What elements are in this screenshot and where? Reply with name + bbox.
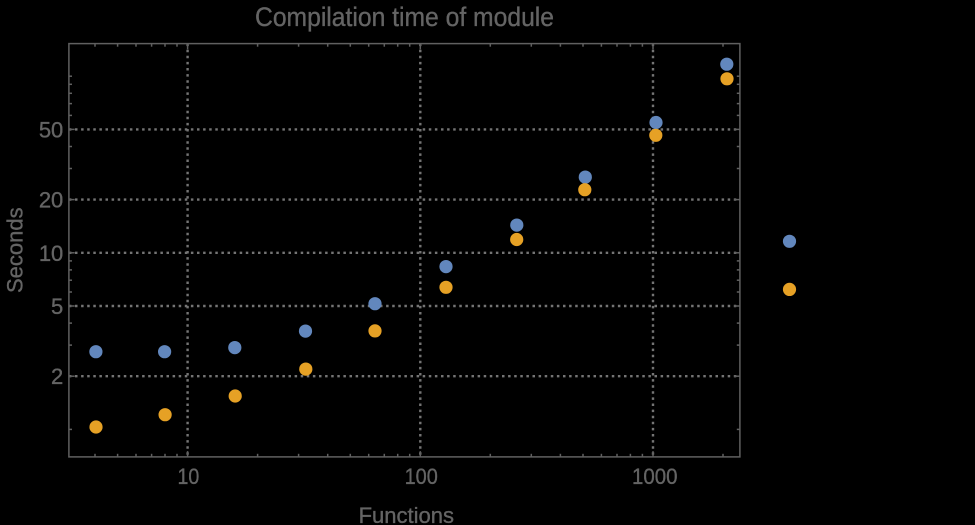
svg-text:2: 2	[51, 364, 63, 389]
svg-text:50: 50	[39, 117, 63, 142]
svg-text:10: 10	[178, 464, 200, 489]
svg-text:1000: 1000	[632, 464, 678, 489]
svg-text:5: 5	[51, 294, 63, 319]
svg-text:100: 100	[405, 464, 438, 489]
svg-text:Compilation time of module: Compilation time of module	[255, 2, 554, 32]
svg-text:Seconds: Seconds	[3, 207, 28, 293]
svg-text:Functions: Functions	[359, 503, 454, 525]
svg-text:20: 20	[39, 188, 63, 213]
svg-text:10: 10	[39, 241, 63, 266]
